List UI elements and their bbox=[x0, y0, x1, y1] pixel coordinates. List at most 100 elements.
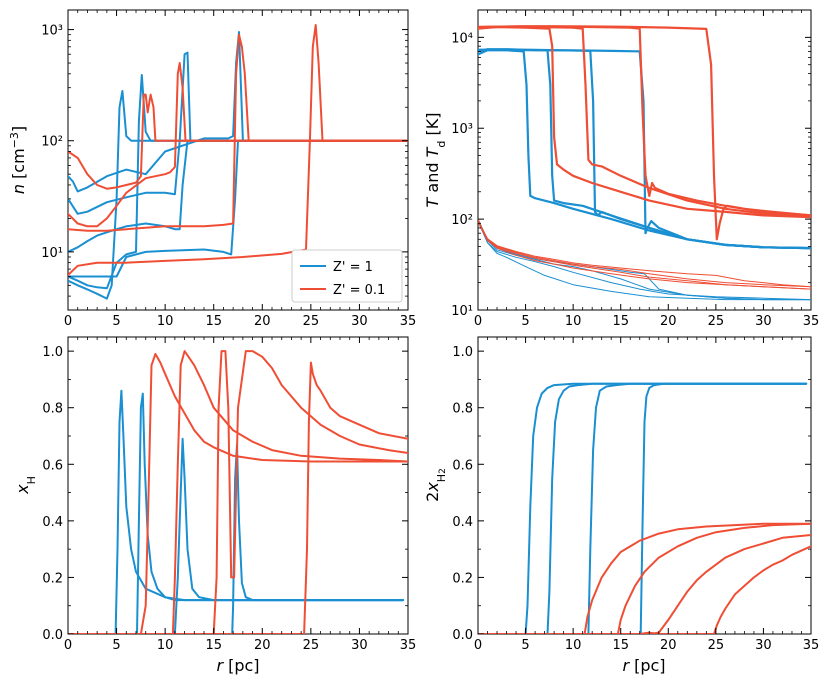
y-tick-label: 10¹ bbox=[451, 304, 473, 319]
ylabel-temperature: T and Td [K] bbox=[423, 113, 448, 208]
y-tick-label: 1.0 bbox=[452, 345, 473, 360]
series-line-temperature-7 bbox=[478, 25, 811, 241]
y-tick-label: 0.6 bbox=[452, 458, 473, 473]
density-curves bbox=[68, 24, 408, 300]
x-tick-label: 10 bbox=[157, 314, 174, 329]
x-tick-label: 5 bbox=[521, 638, 529, 653]
x-tick-label: 0 bbox=[474, 314, 482, 329]
y-tick-label: 10¹ bbox=[41, 246, 63, 261]
x-tick-label: 25 bbox=[303, 314, 320, 329]
series-line-h2-fraction-6 bbox=[478, 534, 811, 634]
plot-frame bbox=[67, 9, 409, 311]
series-line-temperature-15 bbox=[478, 218, 811, 288]
x-tick-label: 20 bbox=[660, 314, 677, 329]
y-tick-label: 0.0 bbox=[42, 628, 63, 643]
y-tick-label: 0.4 bbox=[42, 515, 63, 530]
xlabel-h2-fraction: r [pc] bbox=[622, 656, 665, 675]
y-tick-label: 1.0 bbox=[42, 345, 63, 360]
panel-temperature: 0 5 10 15 20 25 30 35 10¹ 10² 10³ 10⁴ T and Td [K] bbox=[423, 9, 819, 329]
x-tick-label: 5 bbox=[112, 638, 120, 653]
x-tick-label: 35 bbox=[400, 314, 417, 329]
x-tick-label: 0 bbox=[64, 314, 72, 329]
x-tick-label: 20 bbox=[660, 638, 677, 653]
ylabel-density: n [cm−3] bbox=[8, 126, 29, 194]
y-tick-label: 0.6 bbox=[42, 458, 63, 473]
panel-hi-fraction: 0 5 10 15 20 25 30 35 0.0 0.2 0.4 0.6 0.8 1.0 xH r [p… bbox=[13, 336, 416, 675]
x-tick-label: 10 bbox=[157, 638, 174, 653]
series-line-h2-fraction-4 bbox=[478, 522, 811, 634]
series-line-density-1 bbox=[68, 74, 408, 290]
y-tick-label: 0.0 bbox=[452, 628, 473, 643]
temperature-curves bbox=[478, 25, 811, 301]
series-line-hi-fraction-3 bbox=[68, 443, 405, 634]
legend: Z' = 1 Z' = 0.1 bbox=[291, 249, 403, 303]
hi-fraction-curves bbox=[68, 350, 408, 634]
x-tick-label: 25 bbox=[303, 638, 320, 653]
y-tick-label: 0.8 bbox=[452, 402, 473, 417]
y-tick-label: 10³ bbox=[451, 122, 473, 137]
panel-density: 0 5 10 15 20 25 30 35 10¹ 10² 10³ n [cm−3] Z' = 1 … bbox=[8, 9, 416, 329]
series-line-temperature-3 bbox=[478, 48, 811, 250]
panel-h2-fraction: 0 5 10 15 20 25 30 35 0.0 0.2 0.4 0.6 0.8 1.0 2xH2 r … bbox=[423, 336, 819, 675]
x-tick-label: 30 bbox=[351, 314, 368, 329]
y-tick-label: 10² bbox=[451, 213, 473, 228]
x-tick-label: 35 bbox=[400, 638, 417, 653]
x-tick-label: 15 bbox=[205, 314, 222, 329]
series-line-hi-fraction-5 bbox=[68, 350, 408, 634]
plot-frame bbox=[477, 9, 812, 311]
h2-fraction-ticks: 0 5 10 15 20 25 30 35 0.0 0.2 0.4 0.6 0.8 1.0 bbox=[452, 337, 819, 653]
x-tick-label: 30 bbox=[755, 314, 772, 329]
x-tick-label: 15 bbox=[612, 638, 629, 653]
series-line-density-2 bbox=[68, 51, 408, 215]
series-line-temperature-9 bbox=[478, 218, 811, 301]
temperature-ticks: 0 5 10 15 20 25 30 35 10¹ 10² 10³ 10⁴ bbox=[451, 10, 819, 329]
x-tick-label: 35 bbox=[803, 638, 820, 653]
series-line-hi-fraction-1 bbox=[68, 392, 405, 634]
x-tick-label: 30 bbox=[351, 638, 368, 653]
series-line-h2-fraction-5 bbox=[478, 522, 811, 634]
series-line-h2-fraction-0 bbox=[478, 382, 808, 634]
y-tick-label: 0.4 bbox=[452, 515, 473, 530]
series-line-density-6 bbox=[68, 93, 408, 190]
x-tick-label: 5 bbox=[521, 314, 529, 329]
series-line-hi-fraction-2 bbox=[68, 437, 405, 634]
x-tick-label: 5 bbox=[112, 314, 120, 329]
x-tick-label: 20 bbox=[254, 314, 271, 329]
legend-label-z1: Z' = 1 bbox=[333, 260, 373, 275]
density-ticks: 0 5 10 15 20 25 30 35 10¹ 10² 10³ bbox=[41, 10, 416, 329]
series-line-temperature-14 bbox=[478, 218, 811, 288]
y-tick-label: 10³ bbox=[41, 24, 63, 39]
xlabel-hi-fraction: r [pc] bbox=[216, 656, 259, 675]
series-line-h2-fraction-7 bbox=[478, 545, 811, 634]
series-line-hi-fraction-7 bbox=[68, 361, 408, 634]
ylabel-h2-fraction: 2xH2 bbox=[423, 468, 448, 502]
y-tick-label: 0.8 bbox=[42, 402, 63, 417]
x-tick-label: 10 bbox=[565, 638, 582, 653]
series-line-h2-fraction-1 bbox=[478, 382, 808, 634]
x-tick-label: 20 bbox=[254, 638, 271, 653]
x-tick-label: 25 bbox=[708, 638, 725, 653]
x-tick-label: 25 bbox=[708, 314, 725, 329]
series-line-density-8 bbox=[68, 33, 408, 232]
y-tick-label: 0.2 bbox=[452, 571, 473, 586]
h2-fraction-curves bbox=[478, 382, 811, 634]
x-tick-label: 0 bbox=[64, 638, 72, 653]
y-tick-label: 10⁴ bbox=[451, 31, 473, 46]
series-line-density-7 bbox=[68, 62, 408, 228]
series-line-h2-fraction-2 bbox=[478, 382, 808, 634]
hi-fraction-ticks: 0 5 10 15 20 25 30 35 0.0 0.2 0.4 0.6 0.8 1.0 bbox=[42, 337, 416, 653]
x-tick-label: 30 bbox=[755, 638, 772, 653]
x-tick-label: 10 bbox=[565, 314, 582, 329]
series-line-density-4 bbox=[68, 139, 408, 253]
y-tick-label: 0.2 bbox=[42, 571, 63, 586]
series-line-density-9 bbox=[68, 24, 408, 276]
y-tick-label: 10² bbox=[41, 135, 63, 150]
x-tick-label: 15 bbox=[612, 314, 629, 329]
series-line-hi-fraction-6 bbox=[68, 350, 408, 634]
x-tick-label: 35 bbox=[803, 314, 820, 329]
x-tick-label: 15 bbox=[205, 638, 222, 653]
ylabel-hi-fraction: xH bbox=[13, 476, 38, 495]
legend-label-z01: Z' = 0.1 bbox=[333, 283, 385, 298]
x-tick-label: 0 bbox=[474, 638, 482, 653]
